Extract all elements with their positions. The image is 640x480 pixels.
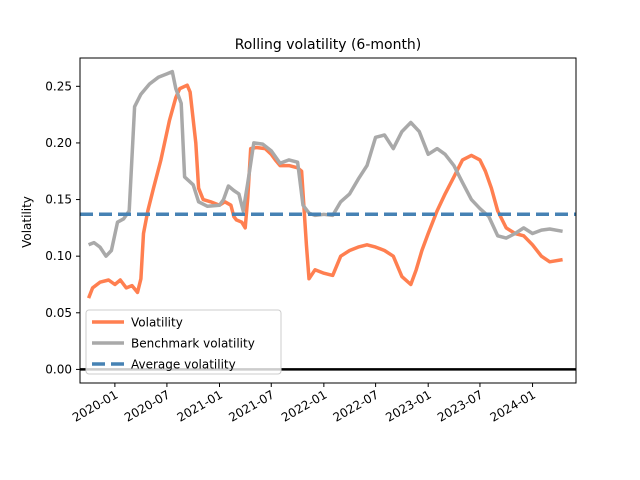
- legend-label: Benchmark volatility: [131, 337, 255, 351]
- legend-box: [85, 309, 282, 375]
- y-axis-label: Volatility: [20, 196, 34, 248]
- legend: Volatility Benchmark volatility Average vo…: [85, 309, 282, 375]
- series-line-benchmark-volatility: [87, 69, 563, 258]
- y-tick-label: 0.20: [45, 136, 72, 150]
- y-tick-label: 0.25: [45, 79, 72, 93]
- chart-title: Rolling volatility (6-month): [235, 37, 422, 53]
- axes-frame: [79, 57, 577, 384]
- y-tick-label: 0.10: [45, 249, 72, 263]
- legend-label: Volatility: [131, 316, 183, 330]
- y-tick-label: 0.05: [45, 306, 72, 320]
- y-tick-label: 0.15: [45, 193, 72, 207]
- series-line-volatility: [86, 83, 563, 299]
- legend-label: Average volatility: [131, 358, 236, 372]
- plot-area: [80, 69, 576, 371]
- y-tick-label: 0.00: [45, 362, 72, 376]
